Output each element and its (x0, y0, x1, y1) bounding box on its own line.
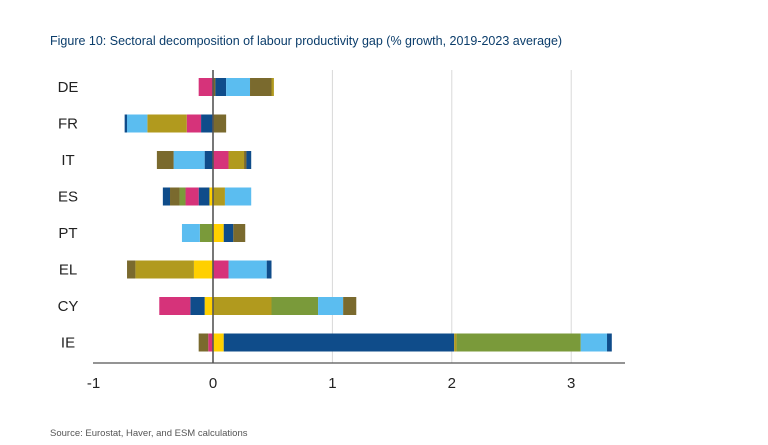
x-tick-label-2: 2 (448, 375, 456, 392)
category-label-fr: FR (58, 116, 78, 133)
bar-segment-es-0 (209, 187, 213, 206)
bar-segment-fr-4 (124, 114, 128, 133)
bar-segment-de-5 (271, 78, 274, 96)
bar-segment-it-2 (156, 151, 174, 169)
bar-segment-de-1 (213, 78, 216, 96)
bar-segment-ie-6 (580, 333, 608, 352)
bar-segment-pt-3 (223, 224, 234, 242)
bar-segment-el-2 (127, 260, 136, 279)
bar-segment-fr-3 (127, 114, 148, 133)
bar-segment-el-0 (193, 260, 213, 279)
bar-segment-it-0 (204, 151, 213, 169)
bar-segment-es-7 (224, 187, 252, 206)
bar-segment-de-2 (215, 78, 227, 96)
tick-labels: -1 0 1 2 3 (87, 375, 575, 392)
bar-segment-pt-1 (181, 224, 200, 242)
bar-segment-el-4 (228, 260, 267, 279)
category-labels: DE FR IT ES PT EL CY IE (58, 79, 79, 352)
bar-segment-it-1 (173, 151, 205, 169)
source-note: Source: Eurostat, Haver, and ESM calcula… (50, 428, 248, 439)
x-tick-label--1: -1 (87, 375, 100, 392)
bar-segment-cy-3 (213, 297, 272, 315)
bar-segment-ie-3 (223, 333, 455, 352)
bar-segment-fr-1 (186, 114, 202, 133)
bar-segment-fr-0 (201, 114, 213, 133)
bar-segment-el-1 (135, 260, 194, 279)
bar-segment-cy-2 (159, 297, 191, 315)
bar-segment-es-1 (198, 187, 210, 206)
bar-segment-es-3 (179, 187, 186, 206)
category-label-it: IT (61, 152, 74, 169)
bar-segment-cy-0 (204, 297, 213, 315)
bar-segment-it-6 (246, 151, 252, 169)
bar-segment-pt-4 (233, 224, 246, 242)
bar-segment-ie-2 (213, 333, 224, 352)
x-tick-label-0: 0 (209, 375, 217, 392)
grid-lines (331, 70, 572, 363)
bar-segment-ie-1 (198, 333, 209, 352)
bar-segment-es-4 (170, 187, 180, 206)
bar-segment-ie-5 (456, 333, 581, 352)
bar-segment-el-5 (266, 260, 272, 279)
bar-segment-cy-6 (343, 297, 357, 315)
axes (93, 70, 625, 364)
bar-segment-es-6 (213, 187, 225, 206)
bar-segment-it-3 (213, 151, 229, 169)
bar-segment-it-4 (228, 151, 245, 169)
bar-segment-it-5 (244, 151, 247, 169)
bar-segment-ie-0 (208, 333, 213, 352)
category-label-cy: CY (58, 298, 79, 315)
category-label-pt: PT (58, 225, 77, 242)
bar-segment-es-2 (185, 187, 199, 206)
chart-title: Figure 10: Sectoral decomposition of lab… (50, 34, 563, 48)
x-tick-label-1: 1 (328, 375, 336, 392)
bar-segment-ie-7 (607, 333, 612, 352)
bar-segment-fr-2 (147, 114, 187, 133)
category-label-de: DE (58, 79, 79, 96)
bar-segment-pt-2 (213, 224, 224, 242)
bar-segment-de-4 (250, 78, 272, 96)
bar-segment-cy-1 (190, 297, 205, 315)
bar-segment-de-0 (198, 78, 213, 96)
category-label-el: EL (59, 262, 77, 279)
x-tick-label-3: 3 (567, 375, 575, 392)
bar-segments (124, 78, 612, 352)
bar-segment-pt-0 (199, 224, 213, 242)
bar-segment-de-3 (226, 78, 251, 96)
bar-segment-el-3 (213, 260, 229, 279)
category-label-ie: IE (61, 335, 75, 352)
bar-segment-fr-5 (213, 114, 227, 133)
bar-segment-es-5 (162, 187, 171, 206)
bar-segment-ie-4 (454, 333, 457, 352)
category-label-es: ES (58, 189, 78, 206)
bar-segment-cy-5 (318, 297, 344, 315)
bar-segment-cy-4 (271, 297, 319, 315)
